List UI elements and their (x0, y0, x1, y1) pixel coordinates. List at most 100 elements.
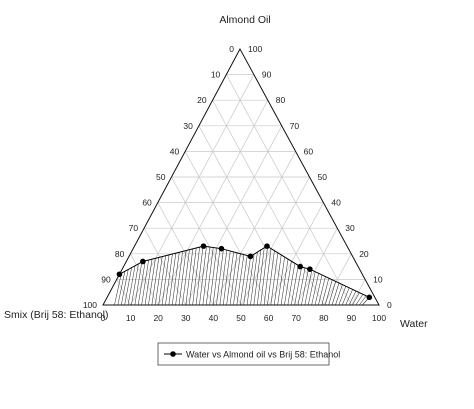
hatch-line (304, 270, 313, 306)
hatch-line (114, 273, 122, 306)
hatch-line (148, 258, 156, 306)
tick-left-60: 60 (142, 198, 152, 208)
grid-line-water-70 (295, 228, 338, 306)
hatch-line (260, 246, 268, 306)
hatch-line (280, 259, 289, 306)
tick-left-70: 70 (129, 223, 139, 233)
grid-line-smix-10 (225, 74, 352, 306)
tick-right-70: 70 (290, 121, 300, 131)
hatch-line (311, 273, 319, 306)
data-points (116, 243, 373, 301)
hatch-line (222, 250, 231, 306)
hatch-line (226, 251, 234, 306)
hatch-line (219, 250, 228, 306)
hatch-line (127, 265, 136, 306)
hatch-line (192, 247, 200, 306)
hatch-line (199, 246, 207, 306)
tick-bottom-100: 100 (372, 313, 386, 323)
hatch-line (345, 289, 353, 306)
hatch-line (250, 252, 258, 306)
hatch-line (253, 249, 262, 306)
hatch-line (182, 249, 190, 306)
hatch-line (331, 282, 340, 306)
hatched-region (114, 246, 370, 306)
hatch-line (216, 249, 224, 306)
hatch-line (165, 253, 173, 306)
hatch-line (233, 253, 241, 306)
grid-line-smix-70 (143, 228, 187, 306)
hatch-line (239, 255, 248, 306)
hatch-line (209, 247, 217, 306)
hatch-line (144, 259, 153, 306)
hatch-line (341, 287, 350, 306)
hatch-line (243, 256, 251, 306)
hatch-line (352, 292, 360, 306)
vertex-label-smix: Smix (Brij 58: Ethanol) (4, 309, 108, 321)
grid-line-water-10 (130, 74, 255, 306)
hatch-line (236, 254, 245, 306)
grid-line-smix-50 (171, 176, 242, 306)
vertex-label-water: Water (400, 318, 428, 330)
tick-left-40: 40 (170, 146, 180, 156)
hatch-line (120, 269, 129, 306)
data-point-1 (116, 271, 123, 278)
grid-line-water-30 (185, 125, 283, 306)
hatch-line (229, 252, 238, 306)
tick-left-20: 20 (197, 95, 207, 105)
data-point-9 (366, 294, 373, 301)
tick-bottom-20: 20 (153, 313, 163, 323)
data-point-4 (218, 245, 225, 252)
hatch-line (212, 248, 221, 306)
hatch-line (202, 246, 211, 306)
hatch-line (284, 261, 292, 306)
hatch-line (263, 248, 272, 306)
hatch-line (359, 295, 367, 306)
data-point-6 (264, 243, 270, 249)
grid-lines (116, 74, 366, 306)
tick-bottom-40: 40 (209, 313, 219, 323)
tick-bottom-80: 80 (319, 313, 329, 323)
triangle-frame (102, 47, 380, 306)
hatch-line (205, 247, 214, 306)
legend: Water vs Almond oil vs Brij 58: Ethanol (157, 342, 340, 366)
hatch-line (355, 294, 364, 306)
hatch-line (277, 256, 285, 306)
tick-left-80: 80 (115, 249, 125, 259)
hatch-line (307, 271, 316, 306)
hatch-line (256, 247, 265, 306)
hatch-line (141, 259, 149, 306)
tick-right-10: 10 (373, 274, 383, 284)
hatch-line (246, 254, 255, 306)
hatch-line (338, 286, 347, 306)
tick-left-30: 30 (183, 121, 193, 131)
data-point-8 (307, 266, 313, 272)
hatch-line (117, 271, 126, 306)
hatch-line (158, 255, 166, 306)
legend-box (157, 342, 330, 366)
hatch-line (151, 257, 160, 306)
tick-right-0: 0 (387, 300, 392, 310)
hatch-line (297, 267, 306, 306)
hatch-line (154, 256, 163, 306)
data-point-5 (247, 253, 254, 260)
tick-left-90: 90 (101, 274, 111, 284)
tick-left-0: 0 (229, 44, 234, 54)
tick-right-50: 50 (318, 172, 328, 182)
grid-line-smix-80 (130, 253, 159, 306)
data-point-7 (297, 263, 303, 270)
tick-right-40: 40 (331, 198, 341, 208)
tick-bottom-10: 10 (126, 313, 136, 323)
grid-line-smix-30 (198, 125, 297, 306)
hatch-line (321, 278, 330, 306)
tick-bottom-0: 0 (101, 313, 106, 323)
tick-left-10: 10 (211, 70, 221, 80)
hatch-line (124, 267, 132, 306)
tick-right-100: 100 (248, 44, 262, 54)
hatch-line (168, 253, 177, 306)
hatch-line (270, 252, 279, 306)
hatch-line (267, 250, 275, 306)
tick-right-20: 20 (359, 249, 369, 259)
tick-left-100: 100 (83, 300, 97, 310)
hatch-line (318, 276, 326, 306)
